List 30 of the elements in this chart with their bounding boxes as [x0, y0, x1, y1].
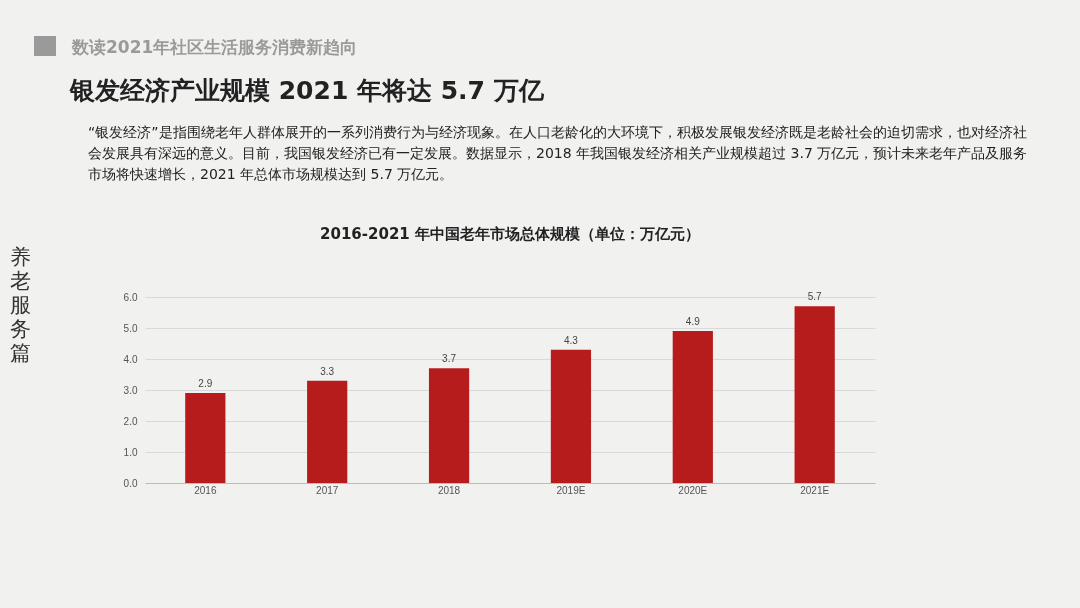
- bar: [428, 368, 470, 483]
- y-tick-label: 0.0: [123, 477, 138, 489]
- y-tick-label: 1.0: [123, 446, 138, 458]
- chart-title: 2016-2021 年中国老年市场总体规模（单位：万亿元）: [320, 225, 700, 243]
- text: 养老服务篇: [10, 245, 32, 365]
- chart-subtitle: 银发经济产业规模 2021 年将达 5.7 万亿: [70, 75, 544, 107]
- x-tick-label: 2017: [316, 484, 339, 496]
- text: “银发经济”是指围绕老年人群体展开的一系列消费行为与经济现象。在人口老龄化的大环境下，积极发展银发经济既是老龄社会的迫切需求，也对经济社会发展具有深远的意义。目前，我国银发经济已有一定发展。数据显示，2018 年我国银发经济相关产业规模超过 3.7 万亿元，预计未来老年产品及服务市场将快速增长，2021 年总体市场规模达到 5.7 万亿元。: [88, 123, 1029, 184]
- data-label: 4.9: [685, 316, 701, 328]
- data-label: 4.3: [563, 334, 579, 346]
- y-tick-label: 4.0: [123, 353, 138, 365]
- data-label: 2.9: [198, 378, 213, 390]
- bar: [550, 349, 592, 483]
- x-tick-label: 2018: [437, 484, 461, 496]
- y-tick-label: 2.0: [123, 415, 138, 427]
- y-tick-label: 5.0: [123, 322, 138, 334]
- y-tick-label: 6.0: [123, 291, 138, 303]
- data-label: 3.3: [320, 365, 335, 377]
- bar: [307, 380, 348, 483]
- data-label: 5.7: [807, 291, 823, 303]
- x-tick-label: 2021E: [800, 484, 830, 496]
- x-tick-label: 2016: [194, 484, 217, 496]
- data-label: 3.7: [442, 353, 457, 365]
- y-tick-label: 3.0: [123, 384, 138, 396]
- bar: [672, 331, 713, 483]
- x-tick-label: 2019E: [556, 484, 586, 496]
- bar: [794, 306, 835, 483]
- bar: [185, 393, 226, 483]
- text: 数读2021年社区生活服务消费新趋向: [72, 36, 358, 59]
- x-tick-label: 2020E: [678, 484, 708, 496]
